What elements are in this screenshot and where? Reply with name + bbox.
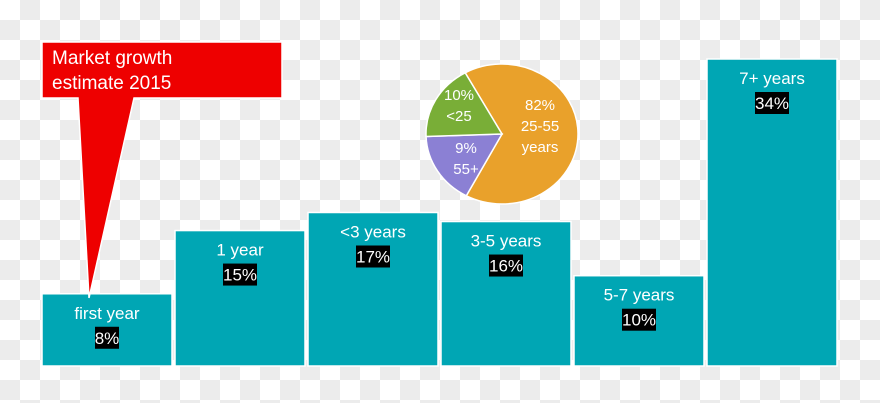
bar-value-label: 10% — [622, 311, 656, 330]
bar-category-label: 3-5 years — [471, 232, 542, 251]
pie-slice-label: years — [522, 139, 559, 156]
callout: Market growth estimate 2015 — [41, 41, 283, 299]
bar-category-label: <3 years — [340, 223, 406, 242]
bar — [174, 229, 306, 367]
pie-slice — [464, 63, 579, 205]
bar-value-label: 17% — [356, 248, 390, 267]
pie-slice-label: 55+ — [453, 161, 479, 178]
value-label-bg — [223, 263, 257, 286]
pie-slice — [425, 71, 504, 138]
bar-series: first year 8% 1 year 15% <3 years 17% 3-5 year… — [41, 58, 838, 367]
age-pie-chart: 82% 25-55 years 9% 55+ 10% <25 — [425, 63, 579, 205]
callout-line-2: estimate 2015 — [52, 73, 171, 94]
value-label-bg — [755, 92, 789, 114]
bar-category-label: 1 year — [216, 241, 264, 260]
value-label-bg — [622, 308, 656, 331]
callout-line-1: Market growth — [52, 48, 172, 69]
callout-shape — [41, 41, 283, 299]
pie-slice-label: 10% — [444, 87, 474, 104]
bar-category-label: first year — [74, 304, 140, 323]
bar-value-label: 16% — [489, 257, 523, 276]
bar-value-label: 8% — [95, 329, 120, 348]
bar-value-label: 34% — [755, 94, 789, 113]
pie-slice-label: <25 — [446, 108, 471, 125]
value-label-bg — [356, 245, 390, 268]
bar-value-label: 15% — [223, 266, 257, 285]
bar-category-label: 5-7 years — [604, 286, 675, 305]
pie-slice-label: 25-55 — [521, 118, 559, 135]
bar — [440, 220, 572, 367]
bar — [307, 211, 439, 367]
value-label-bg — [489, 254, 523, 277]
pie-slice — [425, 133, 504, 197]
pie-slice-label: 9% — [455, 140, 477, 157]
pie-slice-label: 82% — [525, 97, 555, 114]
value-label-bg — [95, 326, 119, 349]
bar-category-label: 7+ years — [739, 69, 805, 88]
